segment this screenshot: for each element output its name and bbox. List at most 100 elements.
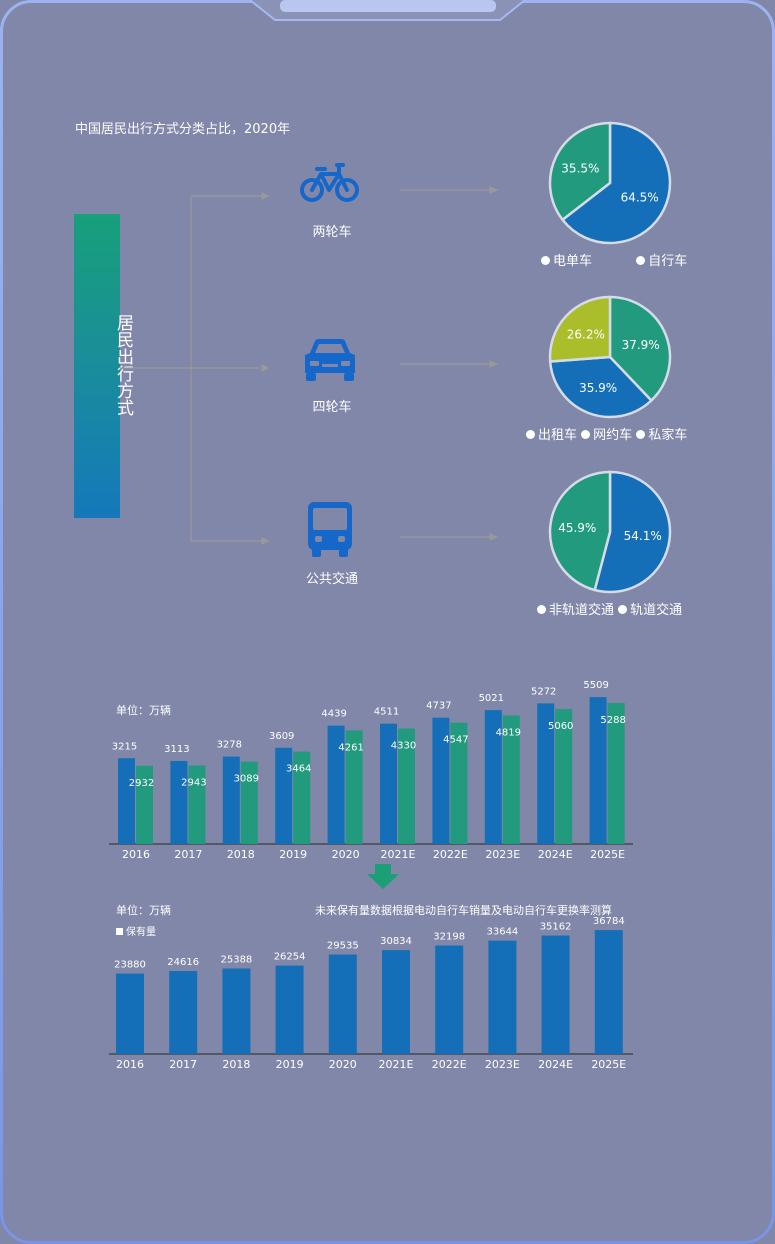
bar-value-label: 3215 [112, 741, 137, 752]
bar [327, 725, 345, 844]
category-label-public-transit: 公共交通 [305, 572, 358, 587]
bar-value-label: 4439 [321, 709, 346, 720]
x-tick-label: 2024E [538, 848, 573, 861]
bar [382, 950, 410, 1054]
legend-item: 自行车 [636, 254, 687, 269]
x-tick-label: 2016 [122, 848, 150, 861]
bar [169, 971, 198, 1054]
bar-value-label: 4261 [338, 742, 363, 753]
bar-chart-2-note: 未来保有量数据根据电动自行车销量及电动自行车更换率测算 [315, 904, 612, 917]
pie-charts: 64.5% 35.5% 37.9% 35.9% 26.2% 54.1% 45.9% [548, 121, 672, 594]
legend-item: 私家车 [636, 428, 687, 443]
category-label-two-wheel: 两轮车 [312, 225, 352, 240]
legend-dot [618, 605, 628, 614]
bar-value-label: 25388 [220, 954, 252, 965]
legend-dot [581, 430, 591, 439]
pie-slice [548, 295, 612, 363]
x-tick-label: 2022E [433, 848, 468, 861]
bar-value-label: 5272 [531, 686, 556, 697]
bar-value-label: 24616 [167, 957, 199, 968]
bar-value-label: 3464 [286, 764, 311, 775]
bar-value-label: 23880 [114, 960, 146, 971]
x-tick-label: 2021E [381, 848, 416, 861]
bar [594, 930, 623, 1054]
bar-value-label: 32198 [433, 932, 465, 943]
bar [188, 765, 206, 844]
bar-chart-2-legend: 保有量 [116, 923, 156, 938]
bar-value-label: 2943 [181, 778, 206, 789]
legend-dot [541, 256, 550, 265]
x-tick-label: 2025E [590, 848, 625, 861]
legend-swatch [116, 928, 123, 935]
bar-value-label: 5060 [548, 721, 573, 732]
x-tick-label: 2016 [116, 1058, 144, 1071]
legend-dot [636, 256, 646, 265]
bar-value-label: 4547 [443, 735, 468, 746]
bar-chart-2-unit: 单位：万辆 [116, 904, 171, 917]
pie-slice-label: 35.9% [579, 381, 617, 395]
bar-value-label: 4511 [374, 707, 399, 718]
bar [240, 761, 258, 844]
bar-value-label: 4819 [496, 727, 521, 738]
legend-item: 非轨道交通 [537, 603, 614, 618]
x-tick-label: 2020 [332, 848, 360, 861]
bar [450, 722, 468, 844]
pie-slice-label: 26.2% [567, 328, 605, 342]
legend-item: 出租车 [526, 428, 577, 443]
bar [555, 709, 573, 844]
bar [484, 710, 502, 844]
x-tick-label: 2023E [485, 848, 520, 861]
down-arrow-icon [367, 864, 399, 889]
bar-value-label: 3113 [164, 744, 189, 755]
pie-slice-label: 64.5% [621, 191, 659, 205]
bar-value-label: 30834 [380, 936, 412, 947]
bar [607, 702, 625, 844]
bar [170, 760, 188, 844]
bar-value-label: 3278 [217, 740, 242, 751]
pie-slice-label: 35.5% [561, 161, 599, 175]
legend-dot [636, 430, 646, 439]
bar-value-label: 5021 [479, 693, 504, 704]
bar [398, 728, 415, 844]
x-tick-label: 2018 [227, 848, 255, 861]
bar [136, 765, 153, 844]
bar [293, 751, 311, 844]
pie-slice [548, 470, 612, 592]
bar [345, 730, 363, 844]
bar [537, 703, 555, 844]
legend-four-wheel: 出租车 网约车 私家车 [526, 424, 687, 443]
bar-value-label: 4330 [391, 741, 416, 752]
bar-chart-1-unit: 单位：万辆 [116, 704, 171, 717]
bar-value-label: 36784 [593, 916, 625, 927]
legend-dot [537, 605, 546, 614]
pie-slice-label: 54.1% [624, 529, 662, 543]
bar [328, 954, 357, 1054]
legend-item: 网约车 [581, 428, 632, 443]
category-label-four-wheel: 四轮车 [312, 400, 352, 415]
bar-value-label: 33644 [486, 927, 518, 938]
legend-item: 轨道交通 [618, 603, 682, 618]
x-tick-label: 2019 [279, 848, 307, 861]
x-tick-label: 2025E [591, 1058, 626, 1071]
bar-value-label: 35162 [540, 922, 572, 933]
pie-slice [593, 470, 672, 594]
legend-public-transit: 非轨道交通 轨道交通 [537, 599, 682, 618]
bar [275, 965, 304, 1054]
pie-slice-label: 37.9% [622, 338, 660, 352]
bar-chart-sales: 3215 2932 2016 3113 2943 2017 3278 3089 2018 3609… [109, 680, 633, 861]
x-tick-label: 2017 [169, 1058, 197, 1071]
pie-slice [560, 121, 672, 245]
bar-value-label: 29535 [327, 941, 359, 952]
root-category-bar: 居民出行方式 [74, 214, 133, 518]
x-tick-label: 2019 [276, 1058, 304, 1071]
root-category-label: 居民出行方式 [113, 314, 133, 416]
bar [502, 715, 520, 844]
pie-slice [608, 295, 672, 403]
bar [222, 968, 251, 1054]
legend-two-wheel: 电单车 自行车 [541, 250, 687, 269]
pie-slice-label: 45.9% [558, 521, 596, 535]
x-tick-label: 2020 [329, 1058, 357, 1071]
x-tick-label: 2024E [538, 1058, 573, 1071]
bar-value-label: 3089 [234, 774, 259, 785]
bar-value-label: 2932 [129, 778, 154, 789]
